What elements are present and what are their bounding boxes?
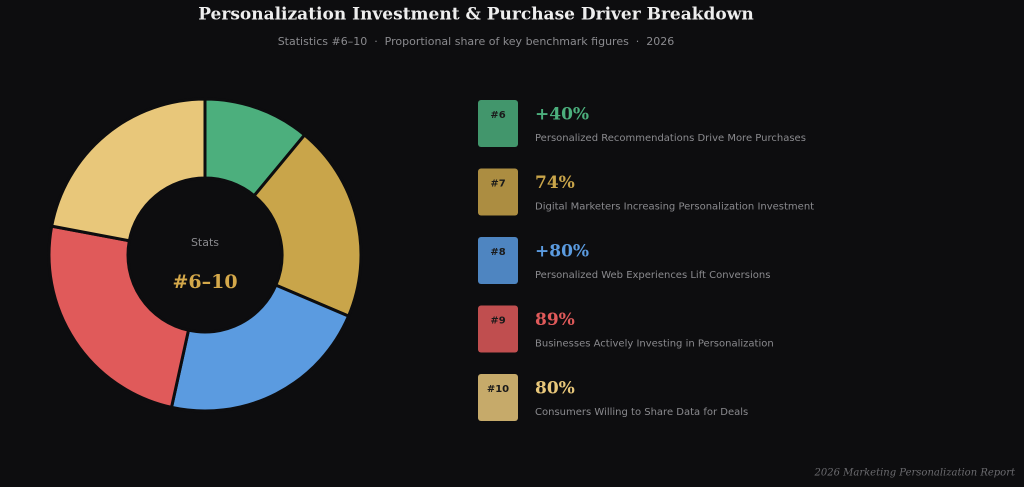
legend-label: Digital Marketers Increasing Personaliza…: [535, 202, 814, 213]
donut-slice: [47, 224, 191, 410]
badge-label: #6: [490, 110, 505, 121]
footnote: 2026 Marketing Personalization Report: [813, 468, 1015, 479]
donut-slice: [169, 283, 351, 413]
legend: #6 +40% Personalized Recommendations Drive…: [478, 100, 814, 421]
value-label: +80%: [535, 242, 589, 262]
legend-label: Personalized Web Experiences Lift Conver…: [535, 270, 770, 281]
value-label: +40%: [535, 105, 589, 125]
value-label: 89%: [535, 310, 575, 330]
legend-label: Personalized Recommendations Drive More …: [535, 133, 806, 144]
center-label: Stats: [191, 236, 219, 249]
badge-label: #10: [487, 384, 509, 395]
badge-label: #8: [490, 247, 505, 258]
badge: [478, 100, 518, 147]
donut-slice: [252, 132, 363, 319]
badge: [478, 374, 518, 421]
badge-label: #7: [490, 179, 505, 190]
value-label: 80%: [535, 379, 575, 399]
legend-label: Businesses Actively Investing in Persona…: [535, 339, 774, 350]
badge: [478, 168, 518, 216]
chart-title: Personalization Investment & Purchase Dr…: [198, 5, 754, 25]
legend-label: Consumers Willing to Share Data for Deal…: [535, 407, 748, 418]
badge-label: #9: [490, 316, 505, 327]
value-label: 74%: [535, 173, 575, 193]
chart-subtitle: Statistics #6–10 · Proportional share of…: [278, 35, 675, 48]
center-value: #6–10: [172, 271, 237, 293]
donut-slice: [49, 97, 207, 243]
donut: [47, 97, 363, 413]
badge: [478, 305, 518, 353]
badge: [478, 237, 518, 284]
